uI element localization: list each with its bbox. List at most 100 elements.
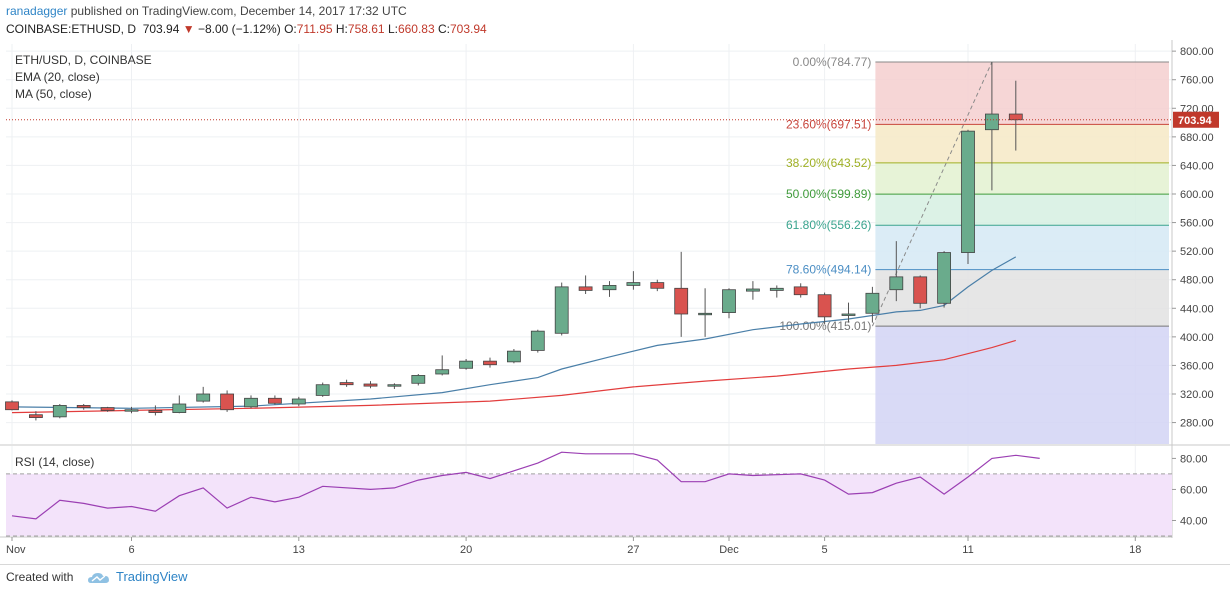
author-link[interactable]: ranadagger xyxy=(6,4,68,18)
candle[interactable] xyxy=(196,386,211,403)
candle-body xyxy=(554,286,569,334)
candle[interactable] xyxy=(889,241,904,302)
candle[interactable] xyxy=(5,400,19,411)
fib-level-label: 100.00%(415.01) xyxy=(779,319,871,333)
candle-body xyxy=(865,292,880,314)
candle-body xyxy=(889,276,904,291)
candle[interactable] xyxy=(650,279,665,292)
publish-info: ranadagger published on TradingView.com,… xyxy=(6,4,407,18)
rsi-pane[interactable]: 40.00 60.00 80.00 xyxy=(0,444,1230,537)
candle[interactable] xyxy=(793,283,808,298)
candle[interactable] xyxy=(698,288,712,337)
candle[interactable] xyxy=(674,251,689,337)
close-label: C: xyxy=(438,22,450,36)
candle-body xyxy=(76,405,91,408)
low-value: 660.83 xyxy=(397,22,435,36)
candle-body xyxy=(602,285,617,291)
time-axis[interactable]: Nov 6 13 20 27 Dec 5 11 18 xyxy=(0,536,1172,556)
time-tick-label: Dec xyxy=(719,544,739,556)
time-tick-label: 18 xyxy=(1129,544,1141,556)
legend-ema[interactable]: EMA (20, close) xyxy=(15,70,100,84)
price-tick-label: 480.00 xyxy=(1180,275,1214,287)
candle[interactable] xyxy=(387,383,402,389)
candle[interactable] xyxy=(937,251,951,308)
rsi-line[interactable] xyxy=(11,451,1040,520)
candle[interactable] xyxy=(291,396,306,407)
candle[interactable] xyxy=(865,286,880,323)
candle[interactable] xyxy=(483,357,497,368)
candle[interactable] xyxy=(411,374,426,386)
candle[interactable] xyxy=(459,359,474,370)
price-tick-label: 400.00 xyxy=(1180,332,1214,344)
rsi-tick-label: 80.00 xyxy=(1180,453,1208,465)
price-tick-label: 280.00 xyxy=(1180,418,1214,430)
candle-body xyxy=(172,403,187,413)
footer: Created with TradingView xyxy=(0,564,1230,595)
candle[interactable] xyxy=(817,292,832,324)
candle[interactable] xyxy=(746,281,760,300)
ma-50-line[interactable] xyxy=(11,339,1016,414)
candle-body xyxy=(769,287,784,291)
candle[interactable] xyxy=(100,406,115,412)
candle[interactable] xyxy=(244,395,258,409)
time-tick-label: 6 xyxy=(128,544,134,556)
symbol-label: COINBASE:ETHUSD, D xyxy=(6,22,137,36)
price-chart[interactable]: 0.00%(784.77) 23.60%(697.51) 38.20%(643.52… xyxy=(0,40,1230,564)
candle[interactable] xyxy=(76,404,91,410)
created-with-text: Created with xyxy=(6,570,74,584)
candle[interactable] xyxy=(28,411,43,421)
open-label: O: xyxy=(284,22,297,36)
candle[interactable] xyxy=(267,395,282,405)
last-price: 703.94 xyxy=(142,22,180,36)
candle[interactable] xyxy=(841,302,856,323)
fib-level-label: 38.20%(643.52) xyxy=(786,156,871,170)
candle[interactable] xyxy=(1008,80,1023,151)
last-price-tag xyxy=(1173,111,1219,128)
fib-level-label: 61.80%(556.26) xyxy=(786,218,871,232)
candle-body xyxy=(459,360,474,369)
candle-body xyxy=(244,397,258,408)
candle[interactable] xyxy=(339,379,354,387)
rsi-band-fill xyxy=(6,473,1172,536)
candle[interactable] xyxy=(626,271,641,290)
candle[interactable] xyxy=(52,404,67,419)
candle[interactable] xyxy=(315,382,330,397)
candle[interactable] xyxy=(985,62,999,191)
ema-20-line[interactable] xyxy=(11,256,1017,409)
candle[interactable] xyxy=(913,275,928,309)
time-tick-label: Nov xyxy=(6,544,26,556)
candle[interactable] xyxy=(554,282,569,336)
candle-body xyxy=(196,393,211,402)
candle[interactable] xyxy=(363,381,378,389)
fib-trend-line[interactable] xyxy=(871,61,993,327)
candle-body xyxy=(985,113,999,131)
tradingview-link[interactable]: TradingView xyxy=(116,569,188,584)
candle-body xyxy=(28,414,43,418)
fib-level-label: 78.60%(494.14) xyxy=(786,263,871,277)
legend-ma[interactable]: MA (50, close) xyxy=(15,87,92,101)
candle-body xyxy=(1008,113,1023,121)
candle[interactable] xyxy=(961,129,975,264)
fib-zone xyxy=(875,225,1169,270)
candle-body xyxy=(530,330,545,351)
candle[interactable] xyxy=(769,285,784,298)
candle[interactable] xyxy=(148,405,163,416)
candle[interactable] xyxy=(530,329,545,353)
price-tick-label: 320.00 xyxy=(1180,389,1214,401)
candle[interactable] xyxy=(220,390,235,412)
candle-body xyxy=(626,282,641,286)
candle[interactable] xyxy=(172,395,187,414)
candle-body xyxy=(698,312,712,316)
candle[interactable] xyxy=(435,355,450,376)
candle[interactable] xyxy=(506,349,521,364)
legend-rsi[interactable]: RSI (14, close) xyxy=(15,455,94,469)
candle[interactable] xyxy=(124,406,139,414)
price-tick-label: 600.00 xyxy=(1180,189,1214,201)
main-pane[interactable]: 0.00%(784.77) 23.60%(697.51) 38.20%(643.52… xyxy=(5,40,1220,538)
candle[interactable] xyxy=(578,275,593,294)
fib-zone xyxy=(875,194,1169,226)
candle-body xyxy=(506,350,521,363)
candle-body xyxy=(746,288,760,292)
candle[interactable] xyxy=(722,288,736,319)
candle[interactable] xyxy=(602,281,617,297)
